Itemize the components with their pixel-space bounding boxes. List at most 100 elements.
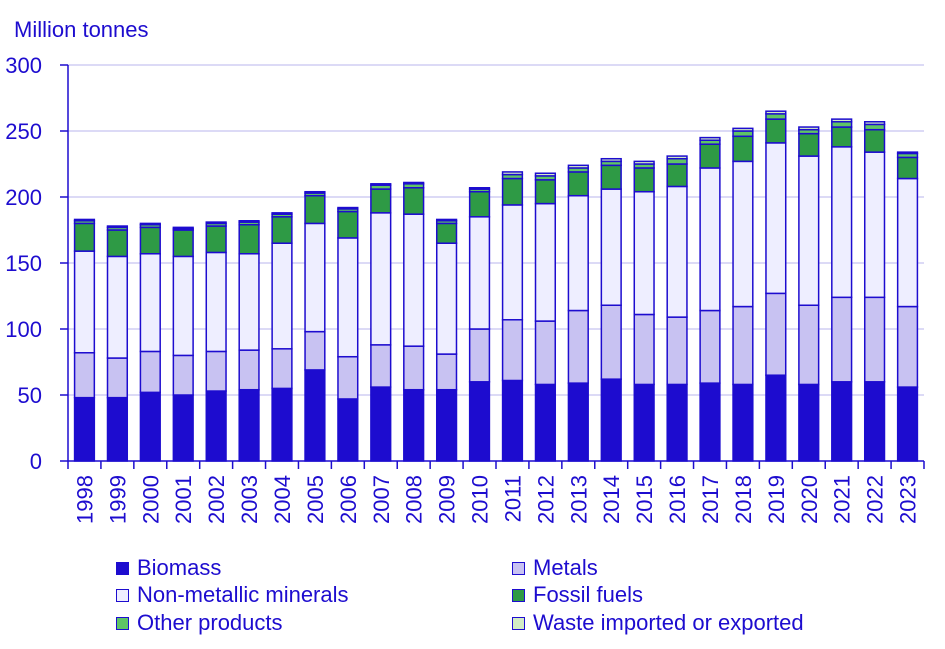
bar-waste-imported-or-exported-2005	[304, 190, 326, 194]
bar-fossil-fuels-2004	[271, 216, 293, 244]
bar-metals-2004	[271, 348, 293, 390]
x-tick-label: 2023	[896, 475, 921, 524]
bar-waste-imported-or-exported-2016	[666, 155, 688, 160]
x-tick-label: 2011	[500, 475, 525, 522]
bar-non-metallic-minerals-2007	[370, 212, 392, 346]
y-tick-label: 250	[5, 119, 42, 144]
bar-fossil-fuels-2006	[337, 210, 359, 239]
x-tick-label: 2005	[303, 475, 328, 524]
y-axis-title: Million tonnes	[14, 17, 149, 42]
bar-biomass-2021	[831, 381, 853, 462]
legend-item-non-metallic-minerals: Non-metallic minerals	[116, 582, 349, 608]
bar-biomass-2000	[139, 391, 161, 462]
bar-biomass-2014	[600, 378, 622, 462]
bar-fossil-fuels-2005	[304, 194, 326, 225]
bar-waste-imported-or-exported-1998	[73, 218, 96, 222]
legend-item-biomass: Biomass	[116, 555, 221, 581]
bar-non-metallic-minerals-1998	[73, 250, 96, 354]
bar-fossil-fuels-1999	[106, 229, 129, 258]
legend-item-metals: Metals	[512, 555, 598, 581]
bar-non-metallic-minerals-2014	[600, 188, 622, 306]
bar-metals-2010	[468, 328, 491, 383]
bar-non-metallic-minerals-2009	[435, 242, 458, 355]
bar-waste-imported-or-exported-2014	[600, 157, 622, 163]
x-tick-label: 2009	[435, 475, 460, 524]
bar-metals-2009	[435, 353, 458, 391]
bar-waste-imported-or-exported-2003	[238, 220, 260, 223]
bar-fossil-fuels-2012	[534, 179, 557, 205]
legend-swatch	[512, 616, 525, 630]
bar-non-metallic-minerals-1999	[106, 255, 129, 359]
legend-item-waste-imported-or-exported: Waste imported or exported	[512, 610, 804, 636]
x-tick-label: 2017	[698, 475, 723, 524]
bar-waste-imported-or-exported-2012	[534, 172, 557, 177]
bar-non-metallic-minerals-2019	[765, 142, 787, 295]
bar-waste-imported-or-exported-2023	[896, 151, 919, 155]
bar-biomass-2012	[534, 383, 557, 462]
legend-label: Non-metallic minerals	[137, 582, 349, 607]
bar-non-metallic-minerals-2002	[205, 251, 227, 353]
bar-non-metallic-minerals-2012	[534, 202, 557, 322]
bar-biomass-1998	[73, 396, 96, 462]
bar-biomass-2018	[732, 383, 754, 462]
y-tick-label: 0	[30, 449, 42, 474]
bar-metals-2023	[896, 305, 919, 388]
x-tick-label: 2006	[336, 475, 361, 524]
bar-biomass-2016	[666, 383, 688, 462]
legend-swatch	[116, 588, 129, 602]
bar-non-metallic-minerals-2013	[567, 194, 589, 312]
bar-waste-imported-or-exported-2021	[831, 118, 853, 123]
x-tick-label: 2004	[270, 475, 295, 524]
bar-non-metallic-minerals-2022	[863, 151, 886, 299]
bar-non-metallic-minerals-2005	[304, 222, 326, 333]
bar-non-metallic-minerals-2020	[798, 155, 820, 306]
bar-other-products-2019	[765, 113, 787, 120]
legend-item-fossil-fuels: Fossil fuels	[512, 582, 643, 608]
bar-waste-imported-or-exported-2000	[139, 222, 161, 226]
bar-metals-2000	[139, 350, 161, 394]
bar-waste-imported-or-exported-2006	[337, 206, 359, 210]
bar-metals-2001	[172, 354, 194, 396]
bar-fossil-fuels-2011	[501, 177, 524, 206]
bar-non-metallic-minerals-2015	[633, 190, 655, 316]
legend-label: Fossil fuels	[533, 582, 644, 607]
legend-swatch	[116, 561, 129, 575]
bar-biomass-1999	[106, 396, 129, 462]
legend-label: Waste imported or exported	[533, 610, 804, 635]
x-tick-label: 2014	[599, 475, 624, 524]
x-tick-label: 2022	[863, 475, 888, 524]
legend-swatch	[116, 616, 129, 630]
bar-biomass-2013	[567, 382, 589, 462]
bar-metals-2018	[732, 305, 754, 386]
bar-waste-imported-or-exported-1999	[106, 225, 129, 229]
bar-non-metallic-minerals-2016	[666, 185, 688, 318]
bar-fossil-fuels-2014	[600, 164, 622, 190]
bar-fossil-fuels-2015	[633, 167, 655, 193]
bar-fossil-fuels-2007	[370, 188, 392, 214]
bar-metals-2003	[238, 349, 260, 391]
x-tick-label: 2021	[830, 475, 855, 524]
bar-fossil-fuels-2022	[863, 128, 886, 153]
bar-waste-imported-or-exported-2001	[172, 226, 194, 230]
bar-biomass-2010	[468, 381, 491, 462]
x-tick-label: 2015	[632, 475, 657, 524]
bar-waste-imported-or-exported-2020	[798, 126, 820, 131]
legend-swatch	[512, 588, 525, 602]
bar-biomass-2008	[403, 388, 425, 462]
x-tick-label: 2016	[665, 475, 690, 524]
bar-metals-1999	[106, 357, 129, 399]
bar-waste-imported-or-exported-2007	[370, 183, 392, 186]
bar-fossil-fuels-2002	[205, 225, 227, 254]
y-tick-label: 100	[5, 317, 42, 342]
bar-non-metallic-minerals-2010	[468, 216, 491, 330]
bar-non-metallic-minerals-2021	[831, 146, 853, 299]
bar-waste-imported-or-exported-2019	[765, 110, 787, 115]
bar-biomass-2003	[238, 388, 260, 462]
x-tick-label: 2020	[797, 475, 822, 524]
bar-biomass-2023	[896, 386, 919, 462]
stacked-bar-chart: Million tonnes 0 50 100 150 200 250 300 1998 199…	[5, 17, 925, 524]
bar-waste-imported-or-exported-2008	[403, 181, 425, 185]
bar-metals-2005	[304, 330, 326, 371]
bar-biomass-2001	[172, 394, 194, 462]
legend-label: Metals	[533, 555, 598, 580]
